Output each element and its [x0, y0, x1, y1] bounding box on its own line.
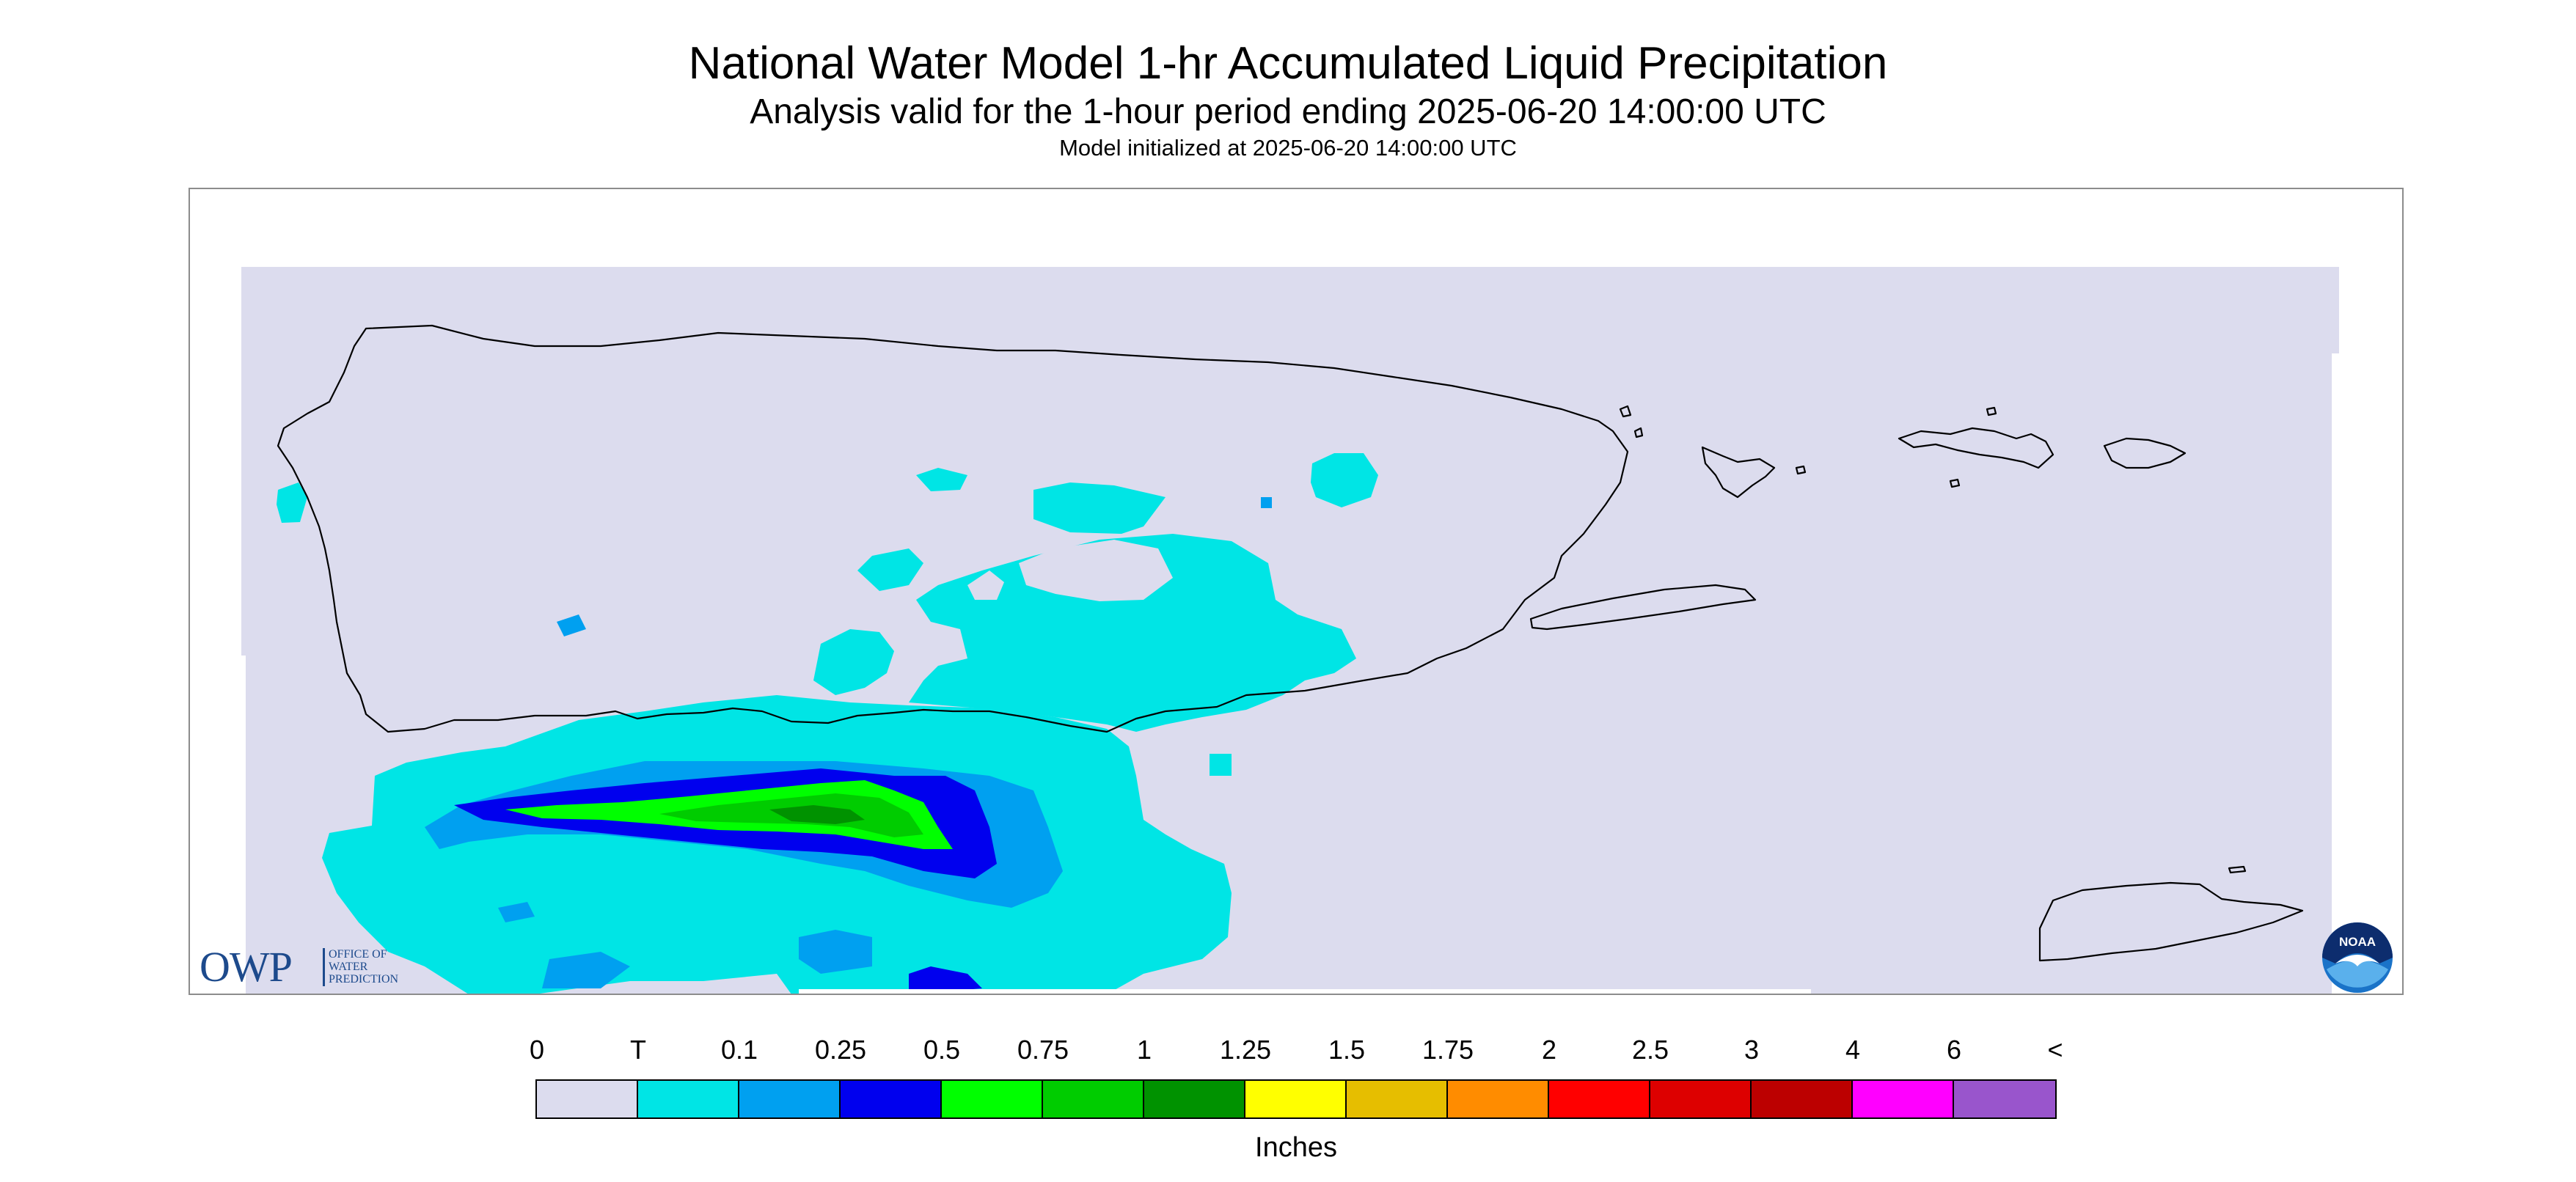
legend-swatch [1245, 1081, 1347, 1117]
legend-tick-label: 0.5 [923, 1035, 961, 1065]
legend-swatch [1043, 1081, 1144, 1117]
islet-2 [1633, 427, 1644, 438]
noaa-logo-text: NOAA [2339, 935, 2376, 949]
islet-4 [1986, 406, 1997, 416]
legend-tick-label: 0.1 [720, 1035, 758, 1065]
legend-tick-label: 0.25 [814, 1035, 867, 1065]
legend-swatch [1448, 1081, 1549, 1117]
owp-logo-mark: OWP [200, 943, 293, 991]
noaa-logo: NOAA [2322, 922, 2393, 993]
map-panel [189, 188, 2404, 995]
st-john-coast [2103, 437, 2187, 469]
owp-logo-text: OFFICE OF WATER PREDICTION [329, 948, 399, 985]
legend-swatch [1752, 1081, 1853, 1117]
legend-tick-label: 1.5 [1328, 1035, 1366, 1065]
model-init-time: Model initialized at 2025-06-20 14:00:00… [1059, 135, 1517, 161]
legend-color-bar [535, 1079, 2057, 1119]
st-croix-coast [2038, 881, 2304, 962]
owp-logo-divider [323, 948, 325, 986]
islet-5 [1795, 465, 1807, 475]
legend-swatch [1144, 1081, 1245, 1117]
legend-swatch [1650, 1081, 1752, 1117]
legend-tick-label: 6 [1946, 1035, 1962, 1065]
culebra-coast [1701, 446, 1776, 499]
legend-tick-label: 0.75 [1017, 1035, 1069, 1065]
legend-tick-label: 2.5 [1631, 1035, 1669, 1065]
st-thomas-coast [1898, 427, 2054, 469]
coastlines [277, 324, 2304, 962]
legend-swatch [1954, 1081, 2055, 1117]
legend-swatch [841, 1081, 942, 1117]
precipitation-map [241, 267, 2339, 994]
precip-1-area [769, 805, 865, 824]
legend-tick-label: 1 [1136, 1035, 1152, 1065]
legend-swatch [638, 1081, 739, 1117]
vieques-coast [1529, 584, 1757, 631]
legend-swatch [1347, 1081, 1448, 1117]
legend-tick-label: 0 [529, 1035, 545, 1065]
puerto-rico-coast [277, 324, 1629, 733]
legend-tick-label: T [630, 1035, 646, 1065]
legend-tick-label: 3 [1743, 1035, 1760, 1065]
islet-3 [1949, 478, 1961, 488]
legend-tick-label: 2 [1541, 1035, 1557, 1065]
map-subtitle: Analysis valid for the 1-hour period end… [750, 92, 1826, 131]
legend-swatch [739, 1081, 841, 1117]
legend-tick-label: 4 [1845, 1035, 1861, 1065]
precip-gaps [967, 540, 1173, 601]
islet-6 [2228, 865, 2247, 874]
legend-swatch [942, 1081, 1043, 1117]
legend-swatch [1549, 1081, 1650, 1117]
legend-unit: Inches [1255, 1132, 1337, 1163]
legend-swatch [537, 1081, 638, 1117]
islet-1 [1619, 405, 1632, 418]
legend-tick-label: 1.25 [1219, 1035, 1272, 1065]
legend-swatch [1853, 1081, 1954, 1117]
legend-tick-label: 1.75 [1421, 1035, 1474, 1065]
no-data-strip [799, 989, 1811, 994]
map-title: National Water Model 1-hr Accumulated Li… [688, 38, 1888, 89]
legend-tick-label: < [2047, 1035, 2063, 1065]
